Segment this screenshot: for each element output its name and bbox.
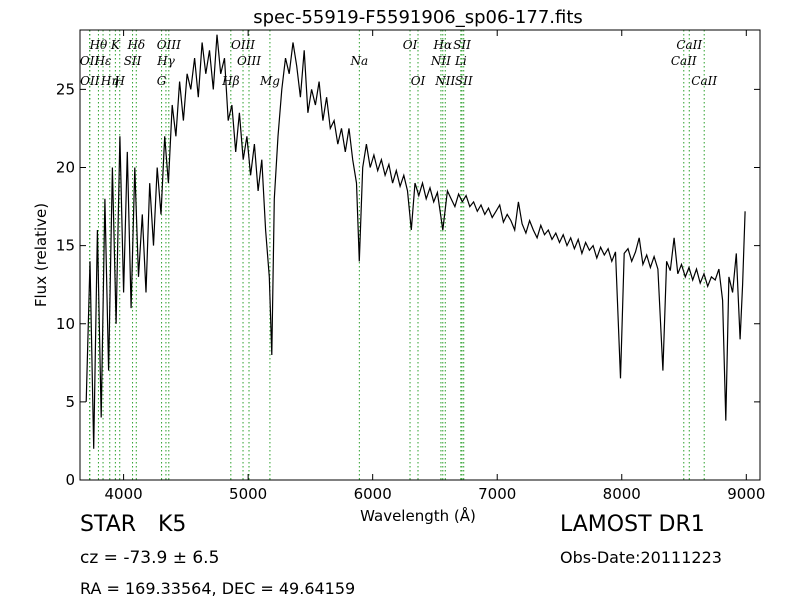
line-label: OIII <box>231 38 255 52</box>
y-tick-label: 15 <box>56 237 75 255</box>
line-label: CaII <box>671 54 697 68</box>
line-label: K <box>110 38 121 52</box>
line-label: Hθ <box>89 38 108 52</box>
line-label: Hγ <box>156 54 175 68</box>
line-label: Na <box>350 54 369 68</box>
line-label: SII <box>124 54 142 68</box>
line-label: CaII <box>691 74 717 88</box>
line-label: Hα <box>433 38 453 52</box>
line-label: OIII <box>157 38 181 52</box>
x-tick-label: 6000 <box>354 485 392 503</box>
y-axis-label: Flux (relative) <box>32 203 50 307</box>
y-tick-label: 5 <box>65 393 75 411</box>
line-label: Hδ <box>126 38 145 52</box>
line-label: SII <box>455 74 473 88</box>
line-label: G <box>157 74 167 88</box>
line-label: OII <box>80 54 100 68</box>
x-tick-label: 7000 <box>478 485 516 503</box>
line-label: NII <box>434 74 455 88</box>
chart-title: spec-55919-F5591906_sp06-177.fits <box>253 7 583 28</box>
line-label: NII <box>430 54 451 68</box>
line-label: Mg <box>259 74 280 88</box>
line-label: Hε <box>94 54 112 68</box>
y-tick-label: 25 <box>56 80 75 98</box>
spectrum-line <box>85 34 746 449</box>
x-tick-label: 4000 <box>104 485 142 503</box>
observation-date: Obs-Date:20111223 <box>560 548 722 567</box>
line-label: Hβ <box>221 74 239 88</box>
x-tick-label: 8000 <box>603 485 641 503</box>
spectral-line-markers <box>89 30 705 480</box>
x-axis: 4000 5000 6000 7000 8000 9000 <box>104 30 765 503</box>
redshift-value: cz = -73.9 ± 6.5 <box>80 548 220 568</box>
y-tick-label: 20 <box>56 159 75 177</box>
x-tick-label: 9000 <box>727 485 765 503</box>
object-class: STAR <box>80 512 137 537</box>
line-label: Li <box>454 54 467 68</box>
y-tick-label: 0 <box>65 471 75 489</box>
line-label: H <box>113 74 125 88</box>
object-subclass: K5 <box>158 512 187 537</box>
line-label: OIII <box>237 54 261 68</box>
sky-coordinates: RA = 169.33564, DEC = 49.64159 <box>80 579 356 598</box>
x-axis-label: Wavelength (Å) <box>360 506 476 525</box>
line-label: OI <box>411 74 426 88</box>
line-label: SII <box>453 38 471 52</box>
line-label: OII <box>80 74 100 88</box>
y-tick-label: 10 <box>56 315 75 333</box>
plot-frame <box>79 29 761 481</box>
line-label: Hη <box>100 74 119 88</box>
x-tick-label: 5000 <box>229 485 267 503</box>
line-label: CaII <box>676 38 702 52</box>
y-axis: 0 5 10 15 20 25 <box>56 80 760 489</box>
line-label: OI <box>403 38 418 52</box>
survey-name: LAMOST DR1 <box>560 512 705 537</box>
